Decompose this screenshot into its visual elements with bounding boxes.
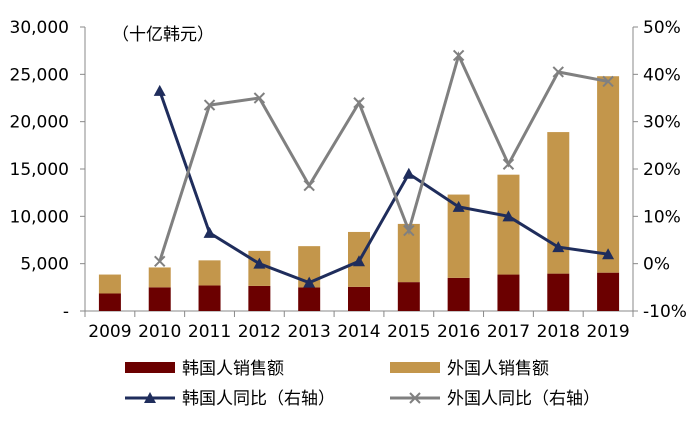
x-tick-label: 2016 [437, 322, 480, 342]
bar-foreign [547, 132, 570, 274]
foreign-yoy-point [303, 179, 315, 192]
x-tick-label: 2014 [337, 322, 380, 342]
bar-foreign [98, 274, 121, 294]
axes-layer: - 5,000 10,000 15,000 20,000 25,000 30,000 -10%… [10, 18, 687, 342]
right-tick-label: -10% [643, 302, 687, 322]
domestic-yoy-point [303, 276, 316, 288]
left-tick-label: 30,000 [10, 18, 69, 38]
right-tick-label: 30% [643, 113, 681, 133]
foreign-yoy-point [502, 158, 515, 170]
right-tick-label: 40% [643, 65, 681, 85]
bar-domestic [198, 285, 221, 311]
legend-label: 韩国人销售额 [182, 359, 284, 379]
legend-swatch [390, 362, 440, 373]
foreign-yoy-point [602, 75, 614, 88]
left-tick-label: 15,000 [10, 160, 69, 180]
foreign-yoy-point [353, 97, 365, 109]
bar-domestic [597, 272, 620, 311]
x-tick-label: 2019 [586, 322, 629, 342]
left-tick-label: 25,000 [10, 65, 69, 85]
domestic-yoy-point [253, 257, 266, 269]
domestic-yoy-point [402, 167, 415, 179]
x-tick-label: 2010 [138, 322, 181, 342]
right-tick-label: 10% [643, 207, 681, 227]
foreign-yoy-point [253, 92, 266, 104]
foreign-yoy-point [552, 66, 564, 78]
foreign-yoy-point [154, 255, 166, 268]
legend-swatch [125, 362, 175, 373]
bar-domestic [397, 282, 420, 311]
foreign-yoy-point [203, 99, 216, 111]
domestic-yoy-point [502, 210, 515, 222]
legend-item: 韩国人销售额 [125, 359, 284, 379]
bar-domestic [98, 293, 121, 311]
left-tick-label: 10,000 [10, 207, 69, 227]
domestic-yoy-point [452, 200, 465, 212]
x-tick-label: 2012 [238, 322, 281, 342]
legend-marker [409, 392, 421, 404]
bar-domestic [248, 285, 271, 311]
x-tick-label: 2009 [88, 322, 131, 342]
bar-foreign [198, 260, 221, 286]
right-tick-label: 50% [643, 18, 681, 38]
legend-marker [144, 392, 156, 403]
left-tick-label: 20,000 [10, 113, 69, 133]
legend-item: 外国人同比（右轴） [390, 389, 600, 409]
legend-label: 外国人同比（右轴） [447, 389, 600, 409]
bar-domestic [497, 274, 520, 311]
foreign-yoy-point [452, 49, 465, 62]
bar-domestic [447, 277, 470, 311]
lines-layer [153, 49, 615, 288]
bar-domestic [148, 287, 171, 311]
bars-layer [98, 76, 620, 311]
domestic-yoy-point [153, 84, 166, 96]
x-tick-label: 2017 [487, 322, 530, 342]
bar-foreign [397, 223, 420, 283]
bar-foreign [298, 246, 321, 288]
legend-item: 外国人销售额 [390, 359, 549, 379]
x-tick-label: 2013 [288, 322, 331, 342]
x-tick-label: 2018 [537, 322, 580, 342]
bar-domestic [547, 273, 570, 311]
bar-foreign [597, 76, 620, 273]
legend-item: 韩国人同比（右轴） [125, 389, 335, 409]
bar-domestic [298, 287, 321, 311]
x-tick-label: 2015 [387, 322, 430, 342]
domestic-yoy-line [158, 90, 609, 285]
domestic-yoy-point [203, 226, 216, 238]
bar-foreign [447, 194, 470, 278]
left-tick-label: 5,000 [20, 255, 69, 275]
bar-foreign [497, 174, 520, 275]
foreign-yoy-line [158, 51, 609, 262]
unit-note: （十亿韩元） [112, 25, 214, 45]
right-tick-label: 0% [643, 255, 670, 275]
bar-foreign [148, 267, 171, 288]
domestic-yoy-point [552, 241, 565, 253]
domestic-yoy-point [353, 255, 365, 267]
legend-label: 韩国人同比（右轴） [182, 389, 335, 409]
domestic-yoy-point [602, 248, 615, 260]
foreign-yoy-point [403, 224, 415, 237]
left-tick-label: - [63, 302, 69, 322]
legend-label: 外国人销售额 [447, 359, 549, 379]
bar-domestic [348, 286, 370, 311]
x-tick-label: 2011 [188, 322, 231, 342]
right-tick-label: 20% [643, 160, 681, 180]
